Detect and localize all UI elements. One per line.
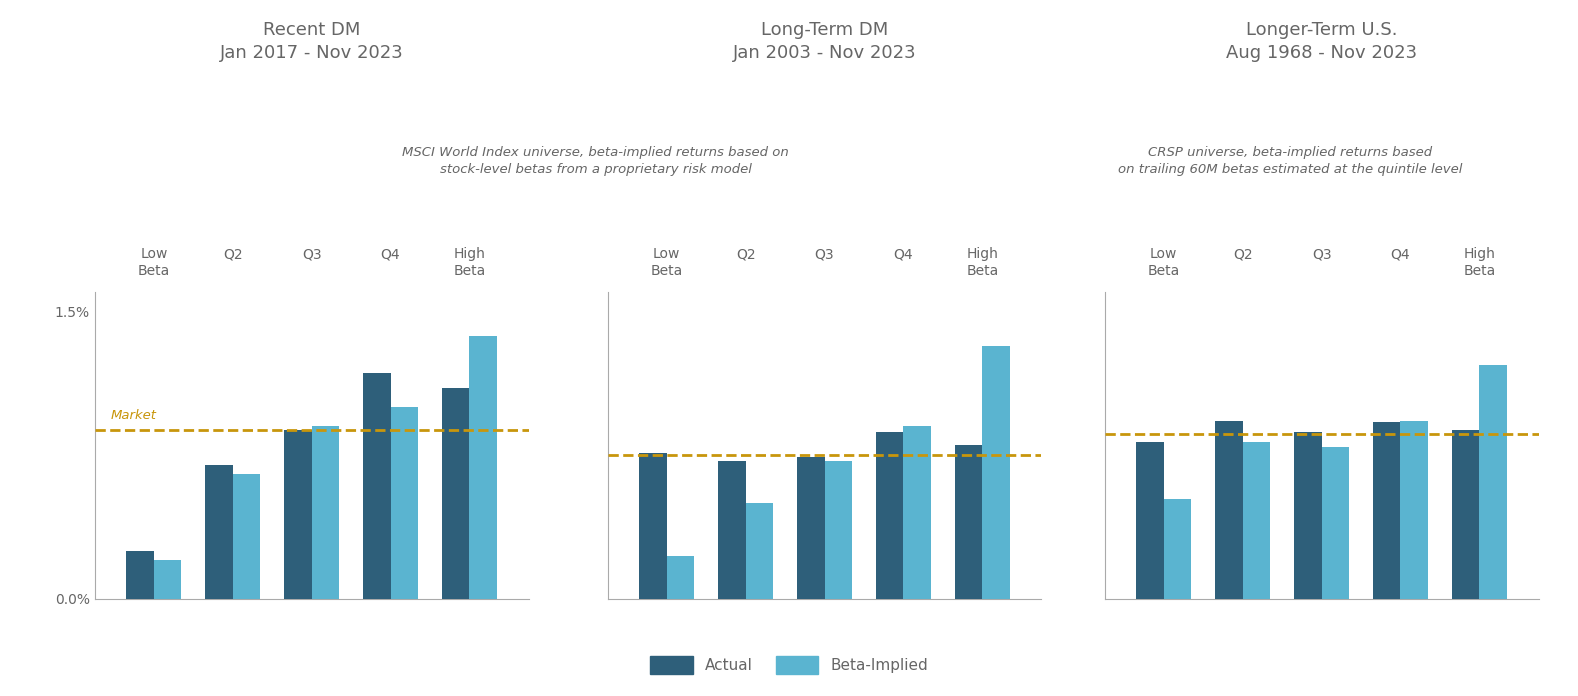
Text: Low
Beta: Low Beta [137, 247, 170, 278]
Bar [1163, 499, 1191, 599]
Text: Q4: Q4 [1390, 247, 1411, 261]
Text: High
Beta: High Beta [453, 247, 486, 278]
Bar [903, 426, 931, 599]
Bar [363, 373, 391, 599]
Text: Long-Term DM
Jan 2003 - Nov 2023: Long-Term DM Jan 2003 - Nov 2023 [732, 21, 917, 63]
Bar [1242, 442, 1270, 599]
Bar [1400, 420, 1428, 599]
Bar [1294, 432, 1321, 599]
Bar [391, 407, 418, 599]
Bar [1452, 430, 1479, 599]
Bar [639, 453, 666, 599]
Text: Longer-Term U.S.
Aug 1968 - Nov 2023: Longer-Term U.S. Aug 1968 - Nov 2023 [1226, 21, 1417, 63]
Text: Q4: Q4 [380, 247, 401, 261]
Text: Q2: Q2 [222, 247, 243, 261]
Text: Q4: Q4 [893, 247, 914, 261]
Text: Recent DM
Jan 2017 - Nov 2023: Recent DM Jan 2017 - Nov 2023 [219, 21, 404, 63]
Text: Q2: Q2 [735, 247, 756, 261]
Text: Q3: Q3 [1311, 247, 1332, 261]
Bar [470, 336, 497, 599]
Bar [126, 551, 153, 599]
Bar [982, 346, 1010, 599]
Text: High
Beta: High Beta [966, 247, 999, 278]
Text: Low
Beta: Low Beta [650, 247, 683, 278]
Legend: Actual, Beta-Implied: Actual, Beta-Implied [642, 649, 936, 681]
Bar [205, 465, 234, 599]
Bar [1479, 365, 1507, 599]
Bar [955, 445, 982, 599]
Bar [1215, 420, 1242, 599]
Text: High
Beta: High Beta [1463, 247, 1496, 278]
Bar [234, 474, 260, 599]
Text: Low
Beta: Low Beta [1147, 247, 1180, 278]
Bar [311, 426, 339, 599]
Text: Q2: Q2 [1232, 247, 1253, 261]
Text: CRSP universe, beta-implied returns based
on trailing 60M betas estimated at the: CRSP universe, beta-implied returns base… [1117, 146, 1463, 176]
Text: Q3: Q3 [301, 247, 322, 261]
Text: Market: Market [110, 409, 156, 422]
Text: MSCI World Index universe, beta-implied returns based on
stock-level betas from : MSCI World Index universe, beta-implied … [402, 146, 789, 176]
Bar [153, 560, 181, 599]
Text: Q3: Q3 [814, 247, 835, 261]
Bar [1373, 422, 1400, 599]
Bar [718, 461, 745, 599]
Bar [797, 457, 824, 599]
Bar [1136, 442, 1163, 599]
Bar [284, 430, 311, 599]
Bar [1321, 448, 1349, 599]
Bar [442, 388, 470, 599]
Bar [666, 557, 694, 599]
Bar [824, 461, 852, 599]
Bar [876, 432, 903, 599]
Bar [745, 503, 773, 599]
